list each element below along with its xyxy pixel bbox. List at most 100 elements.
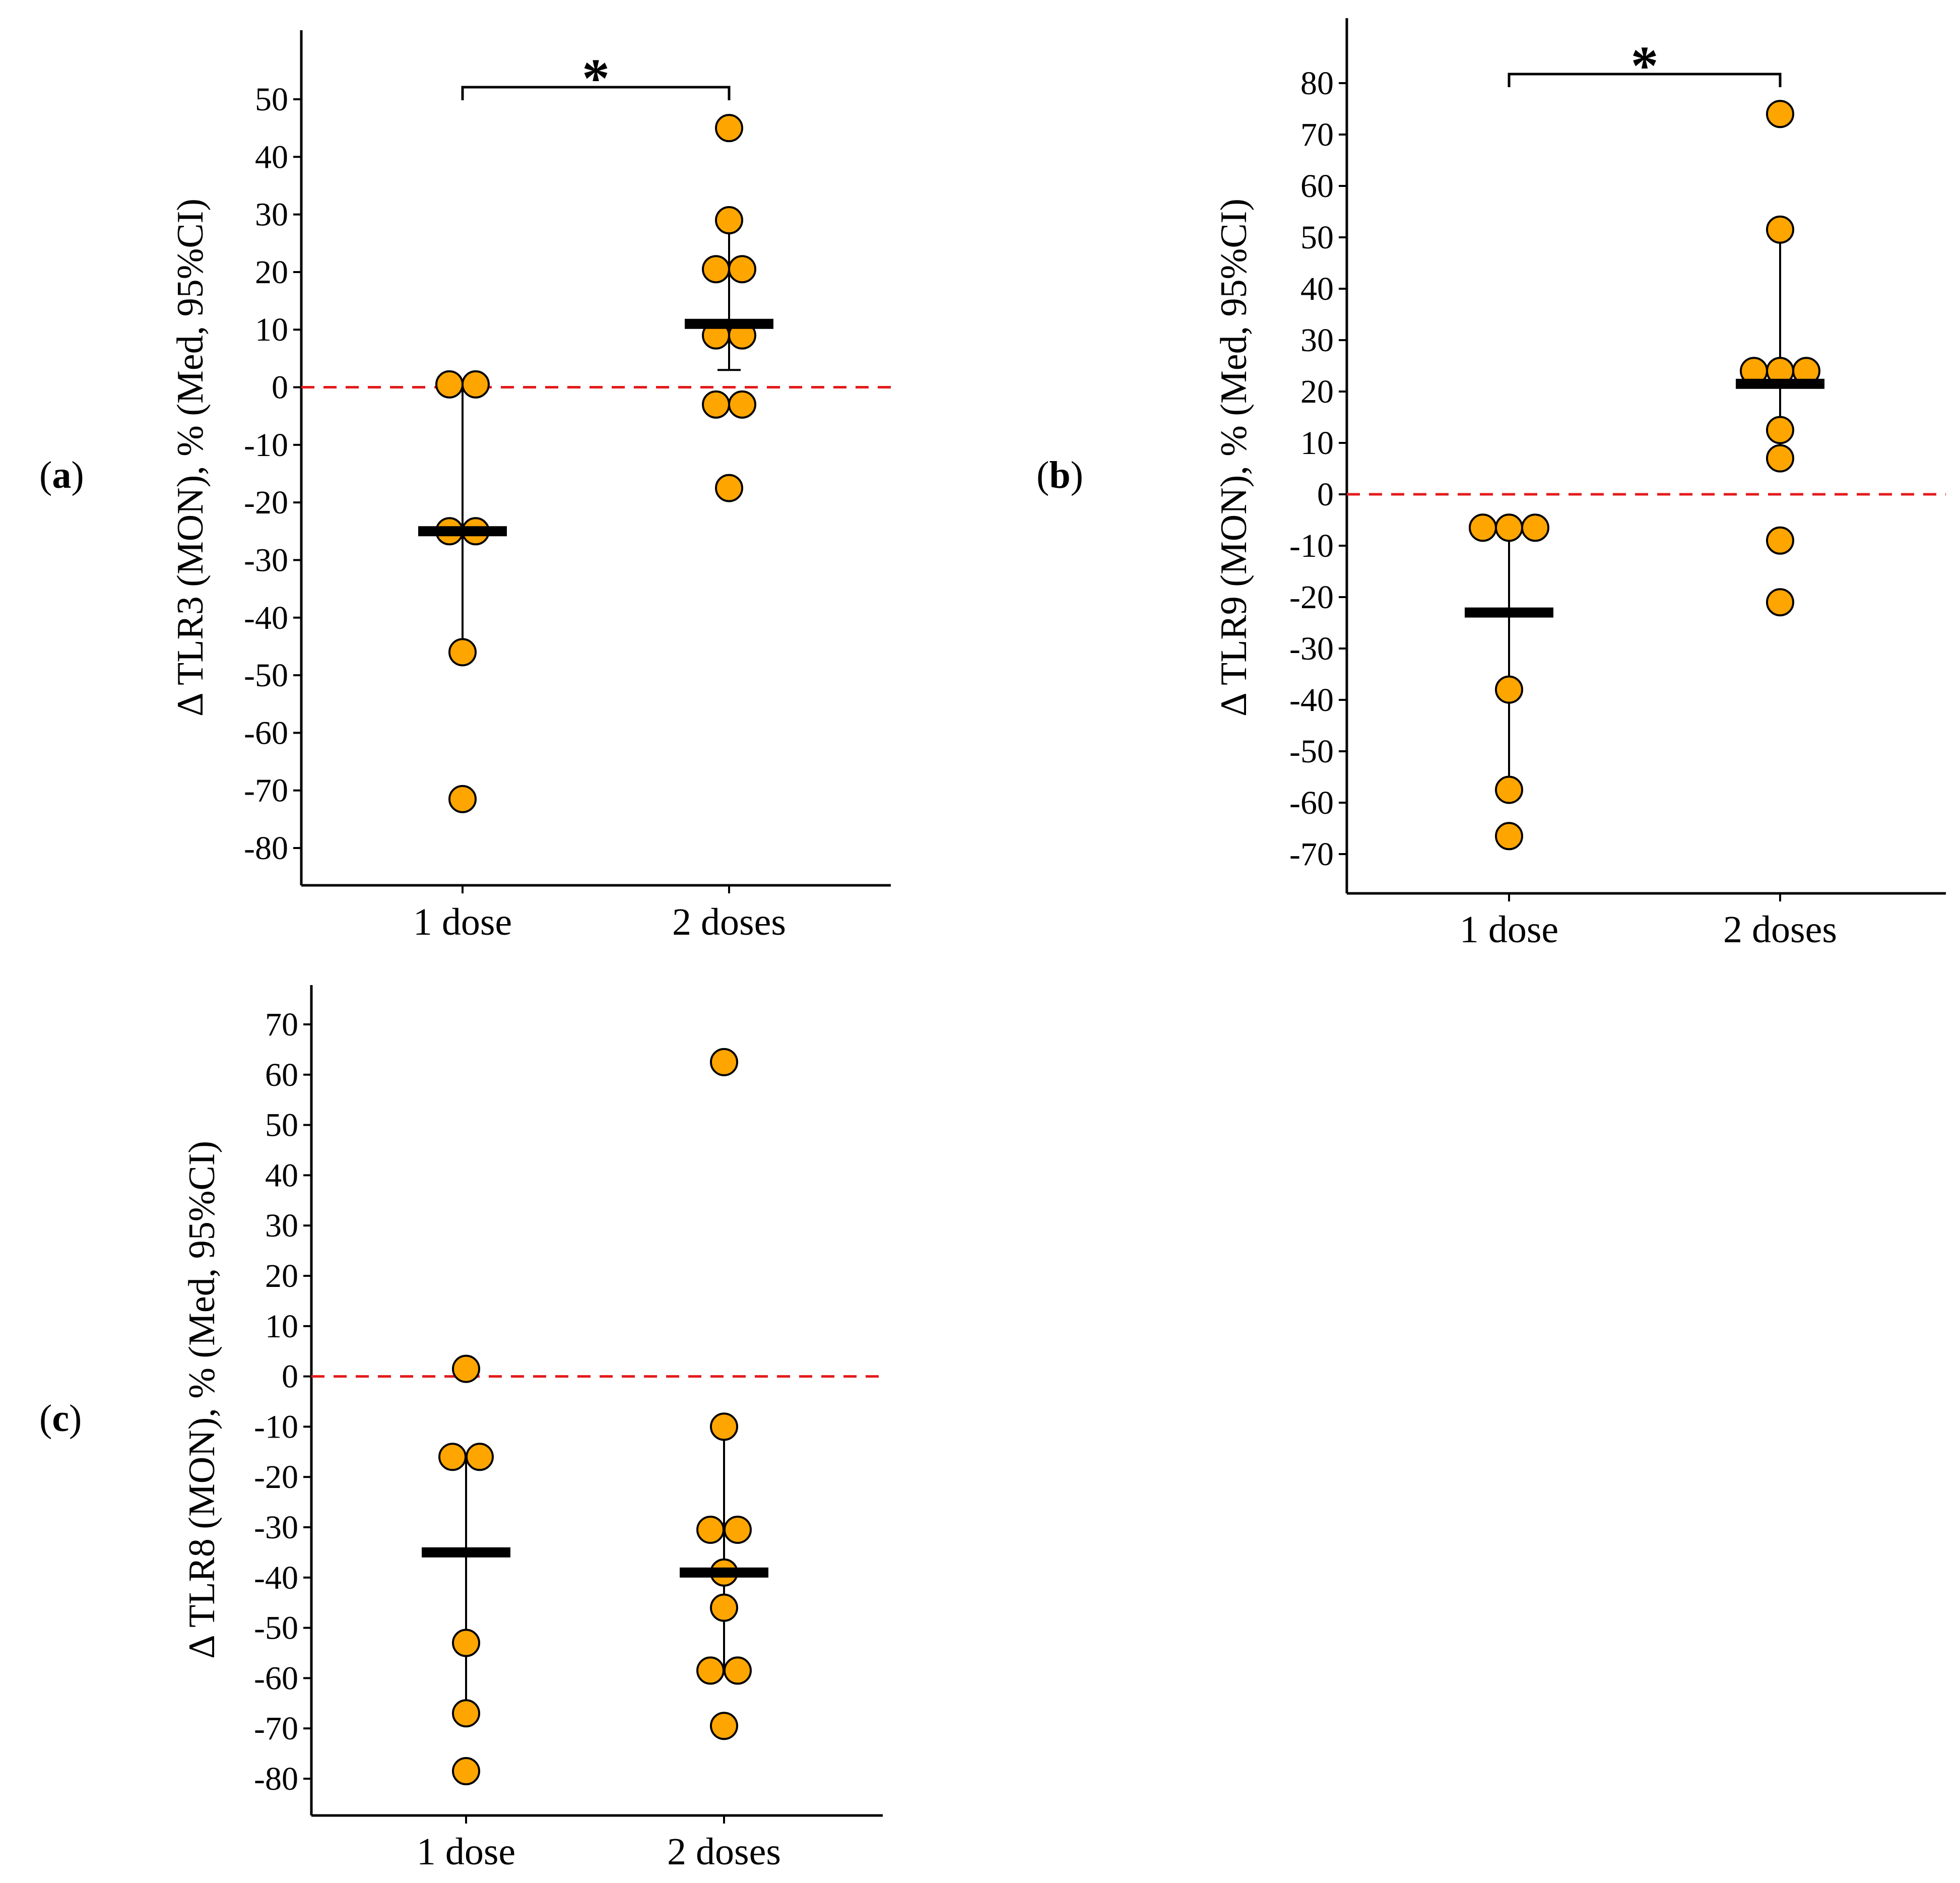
y-tick-label: -30 <box>254 1509 298 1546</box>
y-tick-label: -70 <box>1289 836 1334 873</box>
data-point <box>1766 416 1794 444</box>
y-tick-label: 0 <box>272 369 288 406</box>
y-tick-label: -30 <box>1289 630 1334 667</box>
y-tick-label: 60 <box>1300 168 1334 205</box>
data-point <box>1766 444 1794 473</box>
y-tick-label: -50 <box>254 1610 298 1647</box>
y-tick-label: -60 <box>244 715 288 751</box>
y-tick-label: 40 <box>255 139 288 175</box>
data-point <box>448 785 477 813</box>
y-tick-label: 0 <box>282 1358 298 1395</box>
y-tick-label: -20 <box>254 1459 298 1496</box>
y-tick-label: 70 <box>265 1006 298 1043</box>
y-tick-label: -30 <box>244 542 288 578</box>
data-point <box>1766 526 1794 555</box>
data-point <box>1766 215 1794 244</box>
y-tick-label: 0 <box>1317 476 1334 513</box>
data-point <box>724 1656 752 1685</box>
x-tick-label: 1 dose <box>417 1831 515 1873</box>
data-point <box>452 1629 480 1657</box>
y-tick-label: -40 <box>244 600 288 636</box>
y-tick-label: 10 <box>255 311 288 348</box>
data-point <box>1766 588 1794 617</box>
data-point <box>1521 513 1549 542</box>
y-tick-label: -70 <box>254 1710 298 1747</box>
panel-label: (b) <box>1036 454 1083 496</box>
data-point <box>438 1443 467 1471</box>
y-tick-label: -80 <box>244 830 288 867</box>
x-tick-label: 2 doses <box>672 901 786 943</box>
data-point <box>702 390 730 419</box>
data-point <box>710 1048 738 1076</box>
y-tick-label: 50 <box>1300 219 1334 256</box>
data-point <box>728 390 756 419</box>
y-tick-label: -10 <box>254 1408 298 1445</box>
data-point <box>452 1757 480 1786</box>
panel-label: (a) <box>39 454 84 496</box>
data-point <box>696 1515 725 1544</box>
data-point <box>710 1712 738 1740</box>
y-axis-label: Δ TLR9 (MON), % (Med, 95%CI) <box>1213 199 1255 717</box>
data-point <box>1469 513 1497 542</box>
y-tick-label: -40 <box>1289 682 1334 719</box>
data-point <box>702 255 730 284</box>
y-tick-label: 70 <box>1300 116 1334 153</box>
y-tick-label: 10 <box>1300 425 1334 462</box>
y-tick-label: 60 <box>265 1057 298 1093</box>
x-tick-label: 1 dose <box>413 901 512 943</box>
chart-panel-c: (c) Δ TLR8 (MON), % (Med, 95%CI) 70 60 50 40 3… <box>39 985 883 1873</box>
y-tick-label: 40 <box>1300 271 1334 307</box>
y-tick-label: -20 <box>244 484 288 521</box>
data-point <box>1495 822 1523 851</box>
y-tick-label: 50 <box>265 1107 298 1144</box>
y-tick-label: -40 <box>254 1560 298 1596</box>
data-point <box>1766 100 1794 128</box>
data-point <box>1495 775 1523 804</box>
chart-panel-a: (a) Δ TLR3 (MON), % (Med, 95%CI) 50 40 30 20 1… <box>39 30 891 943</box>
data-point <box>462 370 490 399</box>
chart-panel-b: (b) Δ TLR9 (MON), % (Med, 95%CI) 80 70 60 50 4… <box>1036 18 1946 951</box>
y-tick-label: 30 <box>265 1207 298 1244</box>
significance-star: * <box>1631 35 1659 96</box>
data-point <box>710 1412 738 1441</box>
data-point <box>466 1443 494 1471</box>
y-tick-label: -60 <box>1289 785 1334 821</box>
y-tick-label: 30 <box>1300 322 1334 359</box>
y-tick-label: 40 <box>265 1157 298 1194</box>
data-point <box>710 1593 738 1622</box>
y-tick-label: 80 <box>1300 65 1334 102</box>
significance-bracket <box>1508 73 1782 87</box>
significance-star: * <box>582 47 610 109</box>
data-point <box>696 1656 725 1685</box>
data-point <box>1495 675 1523 704</box>
x-tick-label: 2 doses <box>1723 908 1837 951</box>
data-point <box>728 255 756 284</box>
data-point <box>435 370 464 399</box>
y-tick-label: -70 <box>244 772 288 809</box>
y-axis-label: Δ TLR3 (MON), % (Med, 95%CI) <box>170 199 211 717</box>
y-tick-label: 30 <box>255 197 288 233</box>
data-point <box>1495 513 1523 542</box>
data-point <box>715 206 743 235</box>
y-tick-label: -10 <box>1289 528 1334 564</box>
y-tick-label: 20 <box>265 1258 298 1294</box>
y-tick-label: -10 <box>244 427 288 464</box>
y-tick-label: -50 <box>244 657 288 694</box>
y-tick-label: 20 <box>1300 373 1334 410</box>
data-point <box>715 474 743 502</box>
y-tick-label: -20 <box>1289 579 1334 616</box>
data-point <box>448 638 477 667</box>
y-tick-label: -60 <box>254 1660 298 1697</box>
x-tick-label: 1 dose <box>1460 908 1558 951</box>
panel-label: (c) <box>39 1397 82 1440</box>
y-tick-label: 20 <box>255 254 288 291</box>
y-tick-label: 50 <box>255 81 288 118</box>
data-point <box>715 114 743 143</box>
data-point <box>452 1354 480 1383</box>
y-tick-label: -80 <box>254 1761 298 1797</box>
y-tick-label: 10 <box>265 1308 298 1345</box>
y-tick-label: -50 <box>1289 733 1334 770</box>
significance-bracket <box>461 86 731 100</box>
